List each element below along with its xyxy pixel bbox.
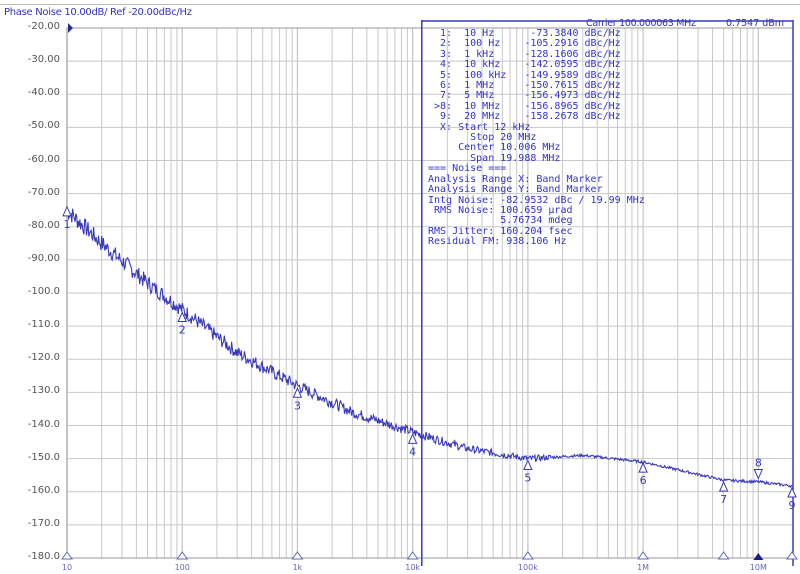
marker-table-line: Center 10.006 MHz <box>428 142 561 154</box>
marker-table-line: 7: 5 MHz -156.4973 dBc/Hz <box>428 90 621 102</box>
y-tick-label: -170.0 <box>27 517 60 529</box>
marker-table-line: Stop 20 MHz <box>428 132 537 144</box>
marker-8: 8 <box>753 456 764 560</box>
x-tick-label: 100 <box>175 563 190 572</box>
marker-triangle-icon <box>523 459 533 470</box>
marker-axis-triangle-icon <box>753 553 764 560</box>
marker-table-line: Intg Noise: -82.9532 dBc / 19.99 MHz <box>428 194 645 206</box>
marker-table-line: Analysis Range X: Band Marker <box>428 173 603 185</box>
marker-table-line: === Noise === <box>428 163 507 175</box>
marker-table-line: 1: 10 Hz -73.3840 dBc/Hz <box>428 28 621 39</box>
x-tick-label: 100k <box>518 563 538 572</box>
marker-axis-triangle-icon <box>291 551 304 560</box>
marker-table-line: 3: 1 kHz -128.1606 dBc/Hz <box>428 48 621 60</box>
y-tick-label: -120.0 <box>27 352 60 364</box>
x-tick-label: 10k <box>405 563 420 572</box>
y-tick-label: -80.00 <box>27 219 60 231</box>
y-tick-label: -40.00 <box>27 87 60 99</box>
marker-axis-triangle-icon <box>406 551 419 560</box>
y-tick-label: -150.0 <box>27 451 60 463</box>
top-border <box>0 4 800 5</box>
power-readout: 0.7547 dBm <box>726 18 785 29</box>
marker-table-line: RMS Noise: 100.659 µrad <box>428 204 573 216</box>
marker-triangle-icon <box>62 205 72 217</box>
marker-3: 3 <box>291 387 304 560</box>
y-tick-label: -60.00 <box>27 153 60 165</box>
marker-table-line: >8: 10 MHz -156.8965 dBc/Hz <box>428 100 621 112</box>
marker-table-line: 5: 100 kHz -149.9589 dBc/Hz <box>428 69 621 81</box>
marker-table-line: 5.76734 mdeg <box>428 215 573 227</box>
y-tick-label: -30.00 <box>27 54 60 66</box>
marker-table: 1: 10 Hz -73.3840 dBc/Hz 2: 100 Hz -105.… <box>428 28 645 248</box>
marker-table-line: Residual FM: 938.106 Hz <box>428 236 567 248</box>
marker-table-line: 4: 10 kHz -142.0595 dBc/Hz <box>428 59 621 71</box>
marker-triangle-icon <box>787 486 797 498</box>
marker-table-line: X: Start 12 kHz <box>428 121 531 133</box>
reference-level-arrow <box>68 23 73 33</box>
marker-5: 5 <box>521 459 534 560</box>
marker-axis-triangle-icon <box>61 551 73 560</box>
x-tick-label: 10M <box>750 563 767 572</box>
y-tick-label: -50.00 <box>27 120 60 132</box>
carrier-readout: Carrier 100.000063 MHz <box>586 18 696 29</box>
marker-table-line: RMS Jitter: 160.204 fsec <box>428 225 573 237</box>
phase-noise-trace <box>66 208 794 489</box>
marker-table-line: 9: 20 MHz -158.2678 dBc/Hz <box>428 111 621 123</box>
y-tick-label: -20.00 <box>27 21 60 32</box>
marker-triangle-icon <box>292 387 303 398</box>
marker-label: 9 <box>789 499 796 512</box>
marker-axis-triangle-icon <box>176 551 189 560</box>
marker-label: 7 <box>720 493 727 506</box>
marker-9: 9 <box>786 486 798 560</box>
marker-4: 4 <box>406 433 419 560</box>
marker-triangle-icon <box>718 480 729 492</box>
marker-triangle-icon <box>753 468 764 480</box>
marker-triangle-icon <box>407 433 418 444</box>
marker-label: 2 <box>179 324 186 337</box>
x-tick-label: 1k <box>293 563 303 572</box>
marker-axis-triangle-icon <box>717 551 730 560</box>
y-tick-label: -130.0 <box>27 385 60 397</box>
marker-axis-triangle-icon <box>637 551 650 560</box>
y-tick-label: -160.0 <box>27 484 60 496</box>
marker-label: 3 <box>294 399 301 412</box>
marker-label: 4 <box>409 445 416 458</box>
marker-label: 8 <box>755 456 762 469</box>
marker-triangle-icon <box>638 461 648 473</box>
y-tick-label: -70.00 <box>27 186 60 198</box>
marker-6: 6 <box>637 461 650 560</box>
x-tick-label: 10 <box>62 563 72 572</box>
marker-label: 5 <box>524 471 531 484</box>
marker-triangle-icon <box>177 311 187 323</box>
marker-label: 1 <box>64 218 71 231</box>
marker-7: 7 <box>717 480 730 560</box>
marker-table-line: 2: 100 Hz -105.2916 dBc/Hz <box>428 38 621 50</box>
y-tick-label: -100.0 <box>27 286 60 297</box>
marker-table-line: 6: 1 MHz -150.7615 dBc/Hz <box>428 80 621 92</box>
marker-table-line: Analysis Range Y: Band Marker <box>428 184 603 196</box>
marker-2: 2 <box>176 311 189 560</box>
marker-1: 1 <box>61 205 73 560</box>
y-tick-label: -180.0 <box>27 551 60 562</box>
marker-label: 6 <box>640 474 647 487</box>
x-tick-label: 1M <box>637 563 649 572</box>
chart-title: Phase Noise 10.00dB/ Ref -20.00dBc/Hz <box>4 7 192 18</box>
marker-axis-triangle-icon <box>786 551 798 560</box>
y-tick-label: -140.0 <box>27 418 60 430</box>
marker-table-line: Span 19.988 MHz <box>428 152 561 164</box>
marker-axis-triangle-icon <box>521 551 534 560</box>
y-tick-label: -90.00 <box>27 252 60 264</box>
y-tick-label: -110.0 <box>27 319 60 331</box>
